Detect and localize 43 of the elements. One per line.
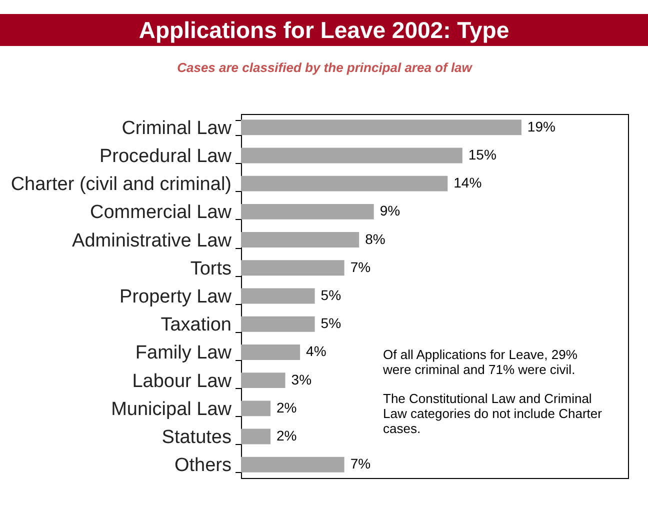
data-label: 5%: [320, 315, 342, 332]
bar: [241, 456, 344, 472]
y-tick-label: Property Law: [120, 286, 232, 308]
bar: [241, 288, 315, 304]
y-tick-label: Criminal Law: [122, 118, 232, 139]
annotation: Of all Applications for Leave, 29% were criminal and 71% were civil.: [383, 347, 578, 377]
bar: [241, 344, 300, 360]
y-tick-label: Family Law: [135, 342, 232, 364]
annotation: The Constitutional Law and Criminal Law categories do not include Charter cases.: [383, 391, 603, 436]
y-tick-label: Charter (civil and criminal): [10, 174, 232, 196]
data-label: 19%: [527, 118, 556, 134]
y-tick-label: Procedural Law: [99, 146, 232, 167]
data-label: 14%: [454, 174, 482, 191]
bar: [241, 428, 271, 444]
data-label: 8%: [365, 230, 386, 247]
data-label: 2%: [276, 428, 297, 444]
data-label: 3%: [291, 371, 312, 388]
y-tick-label: Statutes: [162, 427, 232, 448]
bar: [241, 232, 360, 248]
bar: [241, 400, 271, 416]
data-label: 7%: [350, 258, 371, 275]
data-label: 15%: [468, 146, 496, 162]
y-tick-label: Taxation: [160, 314, 232, 336]
y-tick-label: Municipal Law: [111, 398, 232, 420]
y-tick-label: Others: [174, 455, 232, 476]
y-tick-label: Commercial Law: [90, 202, 232, 224]
data-label: 5%: [320, 287, 342, 303]
chart-title: Applications for Leave 2002: Type: [0, 14, 648, 46]
bar: [241, 120, 522, 136]
bar: [241, 372, 286, 388]
data-label: 2%: [276, 399, 297, 416]
bar: [241, 260, 344, 276]
y-tick-label: Torts: [190, 258, 232, 280]
data-label: 7%: [350, 456, 371, 472]
bar: [241, 148, 462, 164]
bar: [241, 316, 315, 332]
bar: [241, 204, 374, 220]
y-tick-label: Labour Law: [132, 370, 232, 392]
y-tick-label: Administrative Law: [72, 230, 232, 252]
data-label: 9%: [380, 202, 400, 219]
chart-subtitle: Cases are classified by the principal area of law: [177, 60, 473, 75]
bar: [241, 176, 448, 192]
data-label: 4%: [306, 343, 326, 360]
